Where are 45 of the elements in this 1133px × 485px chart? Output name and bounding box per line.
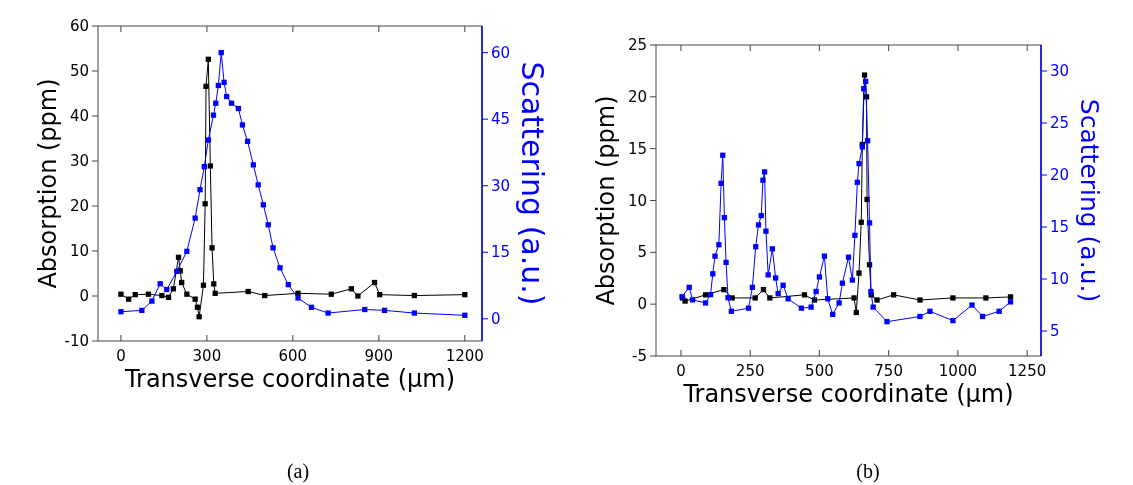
y-tick-label: 5 — [637, 243, 647, 262]
y-tick-label: 25 — [627, 36, 647, 54]
y2-tick-label: 60 — [491, 43, 511, 62]
y-axis-title: Absorption (ppm) — [34, 78, 62, 289]
x-tick-label: 1250 — [1008, 362, 1047, 380]
y2-tick-label: 5 — [1050, 322, 1060, 341]
y-tick-label: 20 — [69, 197, 89, 215]
y-tick-label: 30 — [69, 152, 89, 170]
y2-tick-label: 20 — [1050, 166, 1070, 185]
y-tick-label: 60 — [69, 17, 89, 35]
x-tick-label: 750 — [874, 362, 903, 380]
x-tick-label: 1200 — [445, 347, 484, 365]
x-tick-label: 1000 — [938, 362, 977, 380]
y2-tick-label: 30 — [491, 176, 511, 195]
y2-tick-label: 15 — [491, 243, 511, 262]
y2-tick-label: 0 — [491, 309, 501, 328]
y-axis-title: Absorption (ppm) — [592, 95, 620, 306]
y2-tick-label: 30 — [1050, 62, 1070, 80]
y-tick-label: 10 — [627, 191, 647, 210]
y2-tick-label: 45 — [491, 110, 511, 129]
y-tick-label: 0 — [637, 295, 647, 314]
x-tick-label: 900 — [364, 347, 394, 365]
y2-tick-label: 15 — [1050, 218, 1070, 237]
x-tick-label: 0 — [116, 347, 126, 365]
y-tick-label: 10 — [69, 242, 89, 260]
y-tick-label: 40 — [69, 107, 89, 125]
y-tick-label: 20 — [627, 87, 647, 106]
x-tick-label: 500 — [805, 362, 834, 380]
y-tick-label: -10 — [64, 332, 89, 350]
y-tick-label: 0 — [79, 287, 89, 305]
y-tick-label: 15 — [627, 139, 647, 158]
text: (b) — [856, 460, 880, 483]
y2-tick-label: 25 — [1050, 114, 1070, 133]
x-axis-title: Transverse coordinate (μm) — [123, 365, 456, 393]
y-tick-label: -5 — [632, 347, 647, 365]
x-axis-title: Transverse coordinate (μm) — [682, 380, 1014, 408]
y2-tick-label: 10 — [1050, 270, 1070, 289]
x-tick-label: 300 — [192, 347, 222, 365]
y2-axis-title: Scattering (a.u.) — [515, 61, 550, 306]
y2-axis-title: Scattering (a.u.) — [1075, 98, 1104, 303]
text: (a) — [286, 460, 310, 483]
x-tick-label: 600 — [278, 347, 308, 365]
y-tick-label: 50 — [69, 62, 89, 80]
x-tick-label: 0 — [676, 362, 686, 380]
x-tick-label: 250 — [735, 362, 765, 380]
